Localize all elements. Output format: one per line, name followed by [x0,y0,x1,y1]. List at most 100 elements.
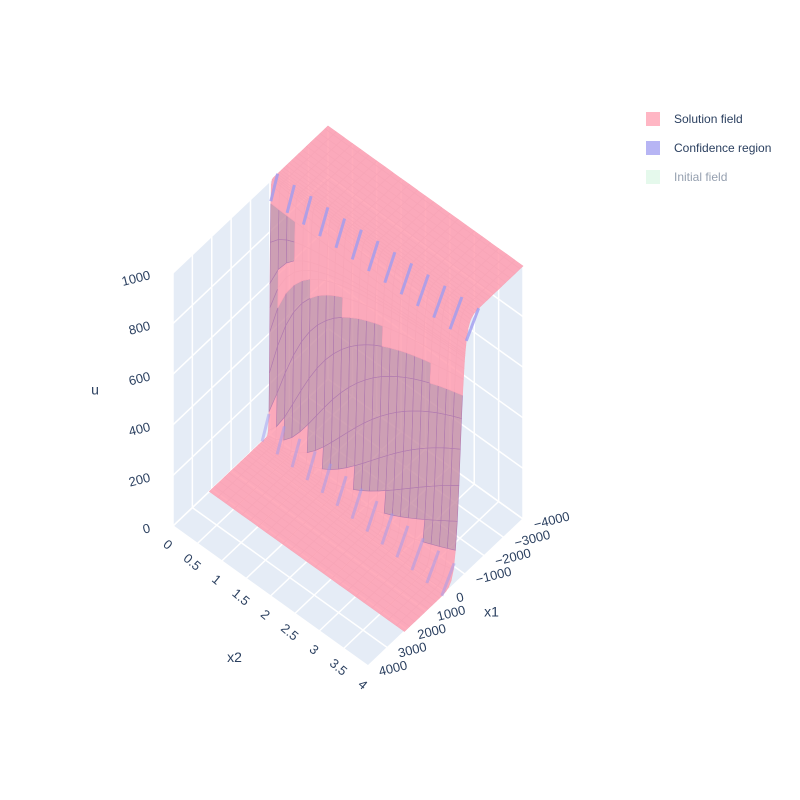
legend: Solution field Confidence region Initial… [646,104,771,191]
surface-cell [435,412,446,449]
surface-cell [448,485,460,522]
u-axis-title: u [91,382,99,398]
surface-cell [317,279,327,297]
surface-cell [339,386,350,438]
legend-swatch-confidence [646,140,660,155]
surface-cell [412,378,423,412]
surface-cell [436,385,447,415]
u-tick-label: 800 [127,318,152,338]
surface-cell [379,375,390,417]
u-tick-label: 1000 [120,267,152,289]
confidence-band [269,173,280,202]
surface-cell [404,377,415,412]
surface-cell [444,388,455,417]
x1-tick-label: −1000 [474,564,513,587]
u-tick-label: 200 [127,470,152,490]
legend-item-solution[interactable]: Solution field [646,104,771,133]
surface-cell [394,410,406,454]
surface-cell [453,391,463,419]
axis-titles: x1 x2 u [91,382,499,666]
confidence-band [367,240,380,272]
x2-tick-label: 1.5 [229,585,252,608]
surface-cell [386,411,397,456]
tick-labels: −4000−3000−2000−10000100020003000400000.… [120,267,571,692]
surface-cell [380,345,391,377]
surface-cell [405,352,415,380]
u-tick-label: 600 [127,369,152,389]
surface-cell [285,239,296,264]
surface-cell [373,322,384,347]
legend-item-initial[interactable]: Initial field [646,162,771,191]
surface-cell [347,382,358,433]
surface-cell [324,317,335,361]
confidence-band [335,475,348,507]
x2-tick-label: 0 [160,536,175,552]
confidence-band [305,450,317,481]
surface-cell [364,344,375,381]
confidence-band [350,488,363,520]
legend-item-confidence[interactable]: Confidence region [646,133,771,162]
surface-cell [325,294,335,322]
surface-cell [341,316,351,350]
surface-cell [346,426,357,469]
surface-cell [411,410,422,451]
x1-tick-label: −2000 [493,545,532,568]
surface-cell [446,520,458,551]
confidence-band [320,463,333,494]
x2-tick-label: 2 [258,606,273,622]
surface-cell [443,414,454,449]
confidence-band [380,512,394,545]
confidence-band [464,307,481,342]
x1-tick-label: 3000 [396,639,428,661]
grid-x2-floor [367,518,524,667]
surface-cell [356,344,367,384]
surface-cell [362,418,373,464]
surface-cell [511,259,524,270]
surface-cell [338,431,349,470]
surface-cell [317,294,327,326]
confidence-band [334,218,347,249]
surface-cell [413,355,424,382]
u-tick-label: 0 [141,520,152,536]
surface-cell [349,299,360,320]
confidence-band [365,500,379,533]
surface-cell [365,320,375,346]
x1-tick-label: −4000 [532,509,571,532]
surface-cell [370,415,381,462]
surface-cell [354,422,365,467]
surface-cell [331,392,342,443]
x1-tick-label: 0 [455,589,466,605]
surface-mesh [208,125,524,632]
legend-label-initial: Initial field [674,169,728,184]
surface-cell [396,376,407,413]
confidence-band [399,262,414,295]
confidence-band [301,195,313,225]
surface-cell [269,202,280,243]
surface-cell [340,346,350,394]
surface-cell [419,410,430,450]
x1-tick-label: −3000 [513,527,552,550]
x1-axis-title: x1 [484,604,499,620]
confidence-band [290,438,302,468]
surface-cell [324,353,334,409]
surface-cell [341,296,352,318]
surface-cell [403,410,414,452]
surface-cell [363,377,374,424]
confidence-band [260,413,271,442]
confidence-band [410,537,425,571]
surface-cell [372,344,383,379]
x2-tick-label: 2.5 [278,620,301,643]
legend-swatch-solution [646,111,660,126]
x2-tick-label: 3.5 [327,655,350,678]
legend-label-confidence: Confidence region [674,140,772,155]
surface-cell [349,317,359,348]
x1-tick-label: 2000 [416,621,448,643]
confidence-band [383,251,397,284]
surface-cell [371,376,382,420]
u-tick-label: 400 [127,419,152,439]
confidence-band [285,184,296,214]
x2-axis-title: x2 [227,649,242,665]
confidence-band [415,274,430,307]
confidence-band [432,285,447,319]
